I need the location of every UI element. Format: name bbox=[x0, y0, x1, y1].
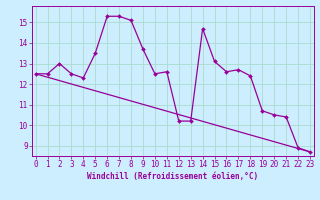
X-axis label: Windchill (Refroidissement éolien,°C): Windchill (Refroidissement éolien,°C) bbox=[87, 172, 258, 181]
